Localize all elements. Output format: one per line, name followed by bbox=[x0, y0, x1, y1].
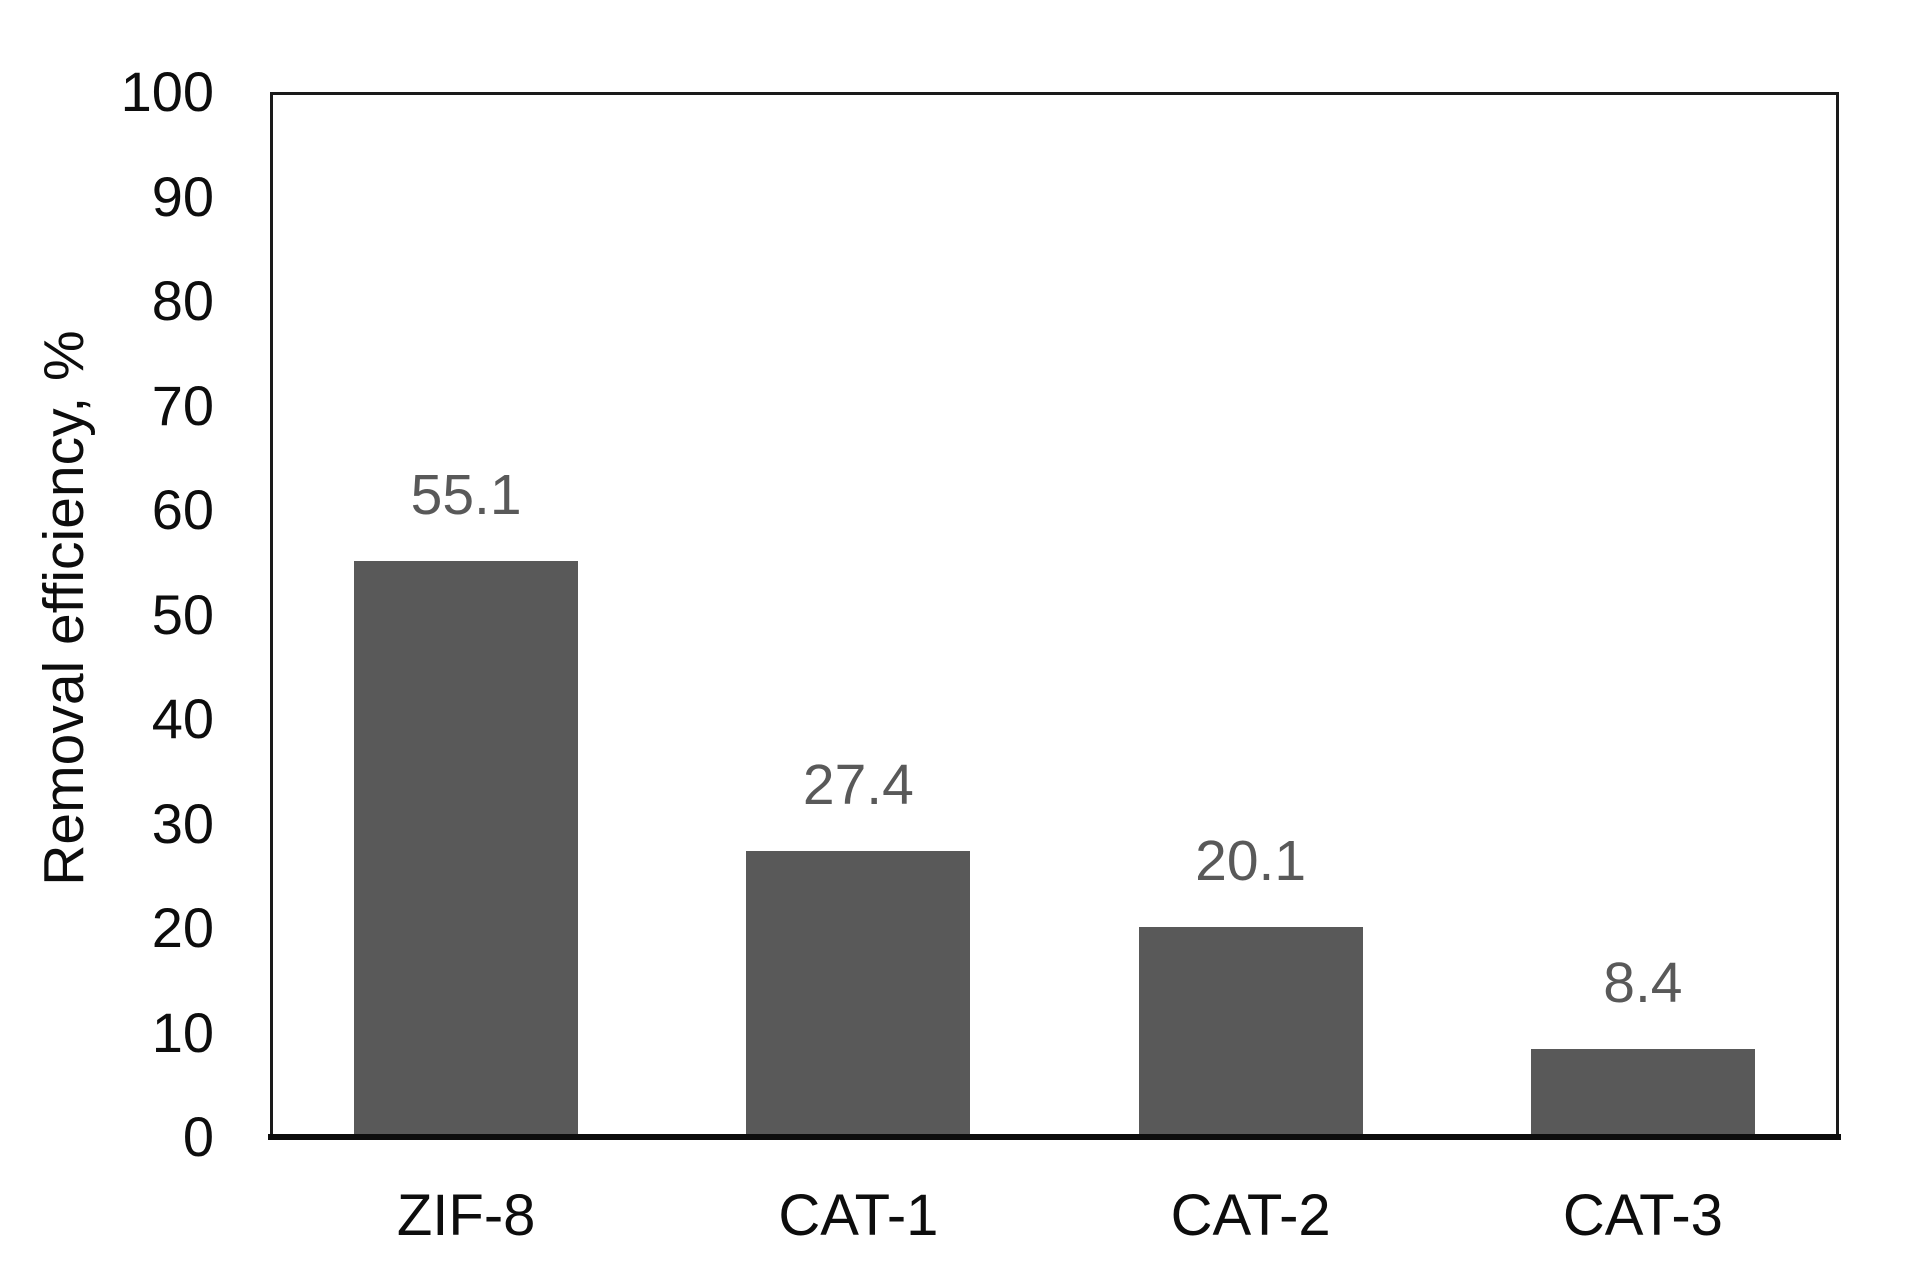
y-tick-label: 50 bbox=[151, 582, 214, 646]
y-tick-label: 0 bbox=[182, 1105, 214, 1168]
bar-value-label: 8.4 bbox=[1603, 951, 1683, 1016]
bar-zif-8 bbox=[354, 561, 579, 1137]
x-category-label: CAT-3 bbox=[1562, 1183, 1723, 1248]
bar-value-label: 27.4 bbox=[802, 752, 914, 817]
y-tick-label: 40 bbox=[151, 687, 214, 750]
x-category-label: CAT-1 bbox=[778, 1183, 939, 1248]
y-tick-label: 70 bbox=[151, 373, 214, 437]
x-category-label: CAT-2 bbox=[1170, 1183, 1331, 1248]
bar-cat-3 bbox=[1530, 1049, 1755, 1137]
y-tick-label: 90 bbox=[151, 164, 214, 228]
bar-cat-2 bbox=[1138, 926, 1363, 1137]
y-tick-label: 80 bbox=[151, 269, 214, 332]
y-tick-label: 10 bbox=[151, 1000, 214, 1064]
bar-cat-1 bbox=[746, 850, 971, 1137]
bar-value-label: 20.1 bbox=[1195, 828, 1307, 893]
y-tick-label: 100 bbox=[120, 60, 214, 123]
x-axis-line bbox=[268, 1134, 1841, 1140]
x-category-label: ZIF-8 bbox=[396, 1183, 536, 1248]
y-tick-label: 60 bbox=[151, 478, 214, 541]
y-tick-label: 20 bbox=[151, 896, 214, 959]
bar-value-label: 55.1 bbox=[410, 463, 522, 528]
y-tick-label: 30 bbox=[151, 791, 214, 855]
